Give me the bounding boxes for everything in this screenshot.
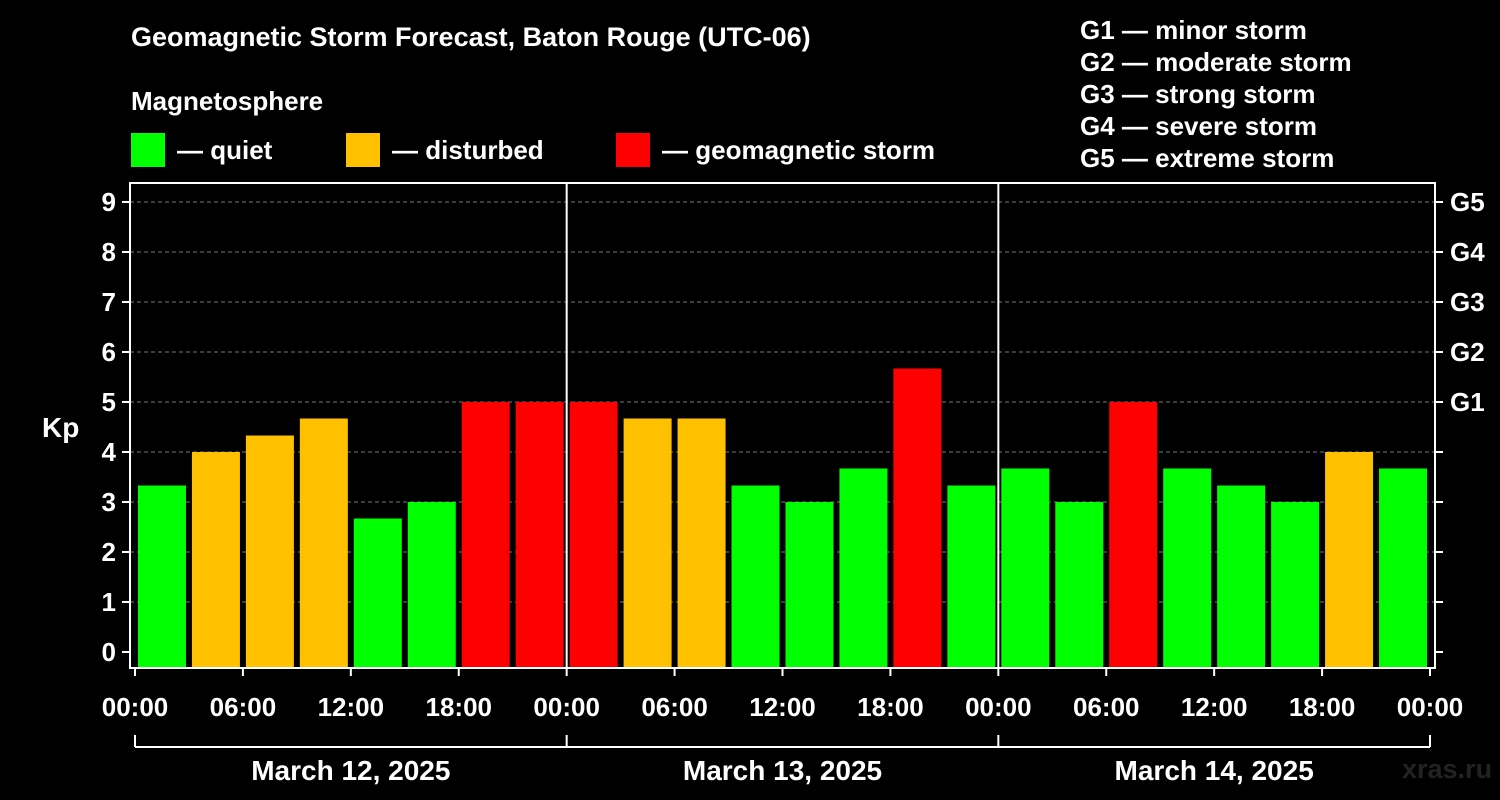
y-tick-label-4: 4 [102,437,117,467]
x-tick-label-8: 00:00 [965,692,1032,722]
g-scale-g4: G4 — severe storm [1080,111,1318,141]
legend-label-storm: — geomagnetic storm [662,134,936,165]
y-tick-label-9: 9 [102,187,116,217]
watermark: xras.ru [1402,754,1493,784]
bar-1 [191,452,240,668]
legend-swatch-storm [616,133,650,167]
x-tick-label-1: 06:00 [210,692,277,722]
day-label-2: March 14, 2025 [1115,755,1314,786]
y-tick-label-0: 0 [102,637,116,667]
bar-14 [893,368,942,668]
x-tick-label-4: 00:00 [533,692,600,722]
bar-12 [785,502,834,668]
bar-17 [1055,502,1104,668]
x-tick-label-11: 18:00 [1289,692,1356,722]
bar-3 [299,418,348,668]
y-tick-label-7: 7 [102,287,116,317]
y-tick-label-3: 3 [102,487,116,517]
bar-13 [839,468,888,668]
g-scale-legend: G1 — minor storm G2 — moderate storm G3 … [1080,14,1352,174]
legend-item-storm: — geomagnetic storm [616,133,935,167]
right-axis-label-g2: G2 [1450,337,1485,367]
y-tick-label-5: 5 [102,387,116,417]
y-tick-label-8: 8 [102,237,116,267]
g-scale-g3: G3 — strong storm [1080,79,1316,109]
g-scale-g1: G1 — minor storm [1080,15,1307,45]
x-tick-label-12: 00:00 [1397,692,1464,722]
y-tick-label-6: 6 [102,337,116,367]
right-axis-label-g5: G5 [1450,187,1485,217]
bar-15 [947,485,996,668]
day-label-1: March 13, 2025 [683,755,882,786]
bar-20 [1217,485,1266,668]
bar-18 [1109,402,1158,668]
bar-2 [245,435,294,668]
bar-6 [461,402,510,668]
bar-8 [569,402,618,668]
y-axis-label: Kp [42,412,79,443]
bar-23 [1379,468,1428,668]
bar-16 [1001,468,1050,668]
legend-item-disturbed: — disturbed [346,133,544,167]
legend-item-quiet: — quiet [131,133,272,167]
right-axis-label-g4: G4 [1450,237,1485,267]
bar-5 [407,502,456,668]
legend-label-disturbed: — disturbed [392,134,544,165]
x-tick-label-0: 00:00 [102,692,169,722]
chart-title: Geomagnetic Storm Forecast, Baton Rouge … [131,22,811,52]
day-label-0: March 12, 2025 [251,755,450,786]
bar-21 [1271,502,1320,668]
bar-9 [623,418,672,668]
bar-7 [515,402,564,668]
x-tick-label-6: 12:00 [749,692,816,722]
legend-swatch-disturbed [346,133,380,167]
right-axis-label-g3: G3 [1450,287,1485,317]
y-tick-label-1: 1 [102,587,116,617]
x-tick-label-3: 18:00 [426,692,493,722]
x-tick-label-9: 06:00 [1073,692,1140,722]
g-scale-g2: G2 — moderate storm [1080,47,1352,77]
bar-4 [353,518,402,668]
x-tick-label-2: 12:00 [318,692,385,722]
bar-0 [137,485,186,668]
x-tick-label-10: 12:00 [1181,692,1248,722]
x-tick-label-5: 06:00 [641,692,708,722]
right-axis-label-g1: G1 [1450,387,1485,417]
g-scale-g5: G5 — extreme storm [1080,143,1335,173]
bar-10 [677,418,726,668]
legend-subtitle: Magnetosphere [131,86,324,116]
y-tick-label-2: 2 [102,537,116,567]
x-tick-label-7: 18:00 [857,692,924,722]
bar-19 [1163,468,1212,668]
bar-22 [1325,452,1374,668]
bar-11 [731,485,780,668]
legend-swatch-quiet [131,133,165,167]
legend-label-quiet: — quiet [177,134,273,165]
